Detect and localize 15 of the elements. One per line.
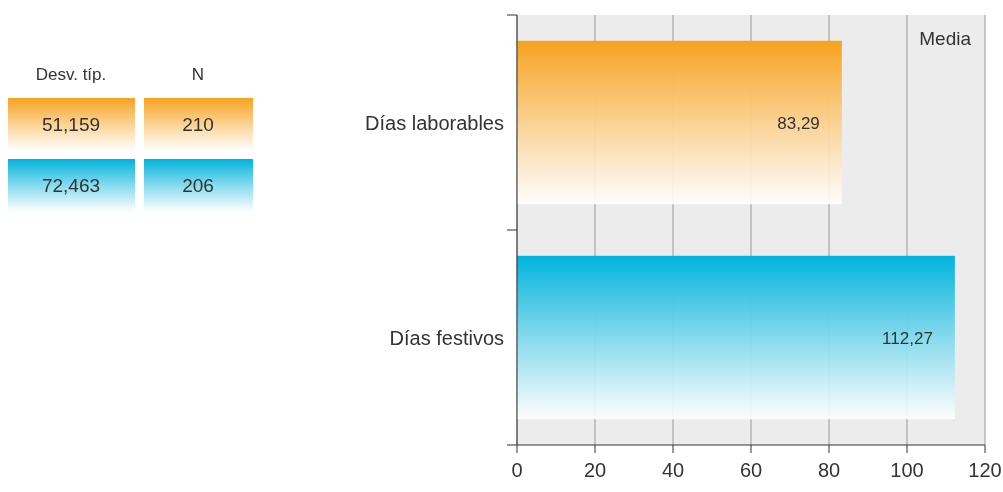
x-tick-label: 120	[968, 459, 1002, 481]
summary-table: 51,159 210 72,463 206	[8, 98, 253, 212]
x-tick-label: 60	[739, 459, 763, 481]
data-label: 83,29	[777, 113, 820, 133]
x-tick-label: 100	[890, 459, 924, 481]
annotation: Media	[919, 28, 972, 49]
y-tick-label: Días festivos	[389, 326, 504, 349]
x-tick-label: 0	[511, 459, 523, 481]
data-label: 112,27	[882, 328, 933, 348]
x-tick-label: 20	[583, 459, 607, 481]
x-tick-label: 80	[817, 459, 841, 481]
y-tick-label: Días laborables	[365, 111, 504, 134]
x-tick-label: 40	[661, 459, 685, 481]
text: N	[191, 65, 205, 84]
text: Desv. típ.	[35, 65, 107, 84]
